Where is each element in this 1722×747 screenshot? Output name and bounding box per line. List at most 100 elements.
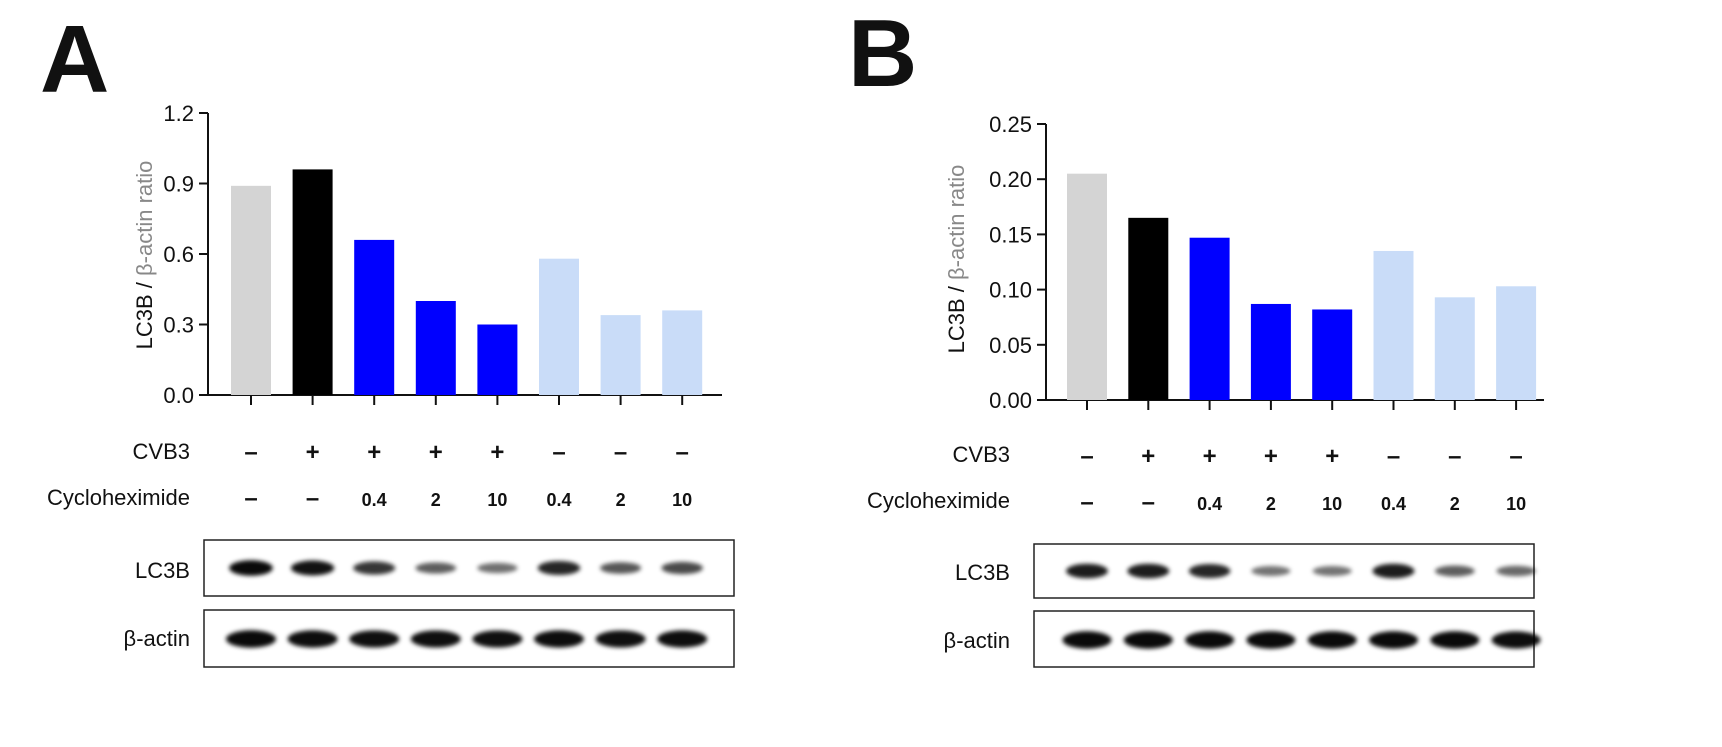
actin-band (1430, 631, 1480, 649)
bar (1067, 173, 1107, 400)
lc3b-band (415, 562, 457, 574)
bar (231, 185, 271, 395)
actin-band (595, 630, 646, 648)
cycloheximide-value: 0.4 (1197, 494, 1222, 514)
cycloheximide-row: – – 0.4 2 10 0.4 2 10 (1080, 489, 1526, 516)
y-tick-label: 0.15 (989, 222, 1032, 247)
bar (662, 310, 703, 395)
cycloheximide-value: – (1080, 489, 1093, 516)
y-tick-label: 0.10 (989, 278, 1032, 303)
cvb3-value: + (429, 439, 443, 466)
bar (539, 258, 579, 395)
actin-band (1185, 631, 1235, 649)
lc3b-band (1434, 565, 1475, 577)
cvb3-row-label: CVB3 (133, 439, 190, 464)
actin-band (410, 630, 461, 648)
bar (415, 301, 456, 395)
cycloheximide-value: 10 (1322, 494, 1342, 514)
blot-label-lc3b: LC3B (955, 560, 1010, 585)
y-tick-label: 0.3 (163, 313, 194, 338)
y-axis-label-part1: LC3B / (944, 280, 969, 353)
lc3b-band (537, 561, 581, 575)
cvb3-row-label: CVB3 (953, 442, 1010, 467)
actin-band (1246, 631, 1296, 649)
lc3b-band (1251, 566, 1291, 576)
y-tick-label: 0.6 (163, 242, 194, 267)
bar (1128, 217, 1169, 400)
y-axis-label-part1: LC3B / (132, 276, 157, 349)
panel-a: A LC3B / β-actin ratio 0.0 0.3 0.6 0.9 1.2 C… (40, 6, 735, 668)
cycloheximide-value: 2 (1266, 494, 1276, 514)
cvb3-value: – (1387, 443, 1400, 470)
cycloheximide-value: – (1142, 489, 1155, 516)
lc3b-band (1127, 563, 1170, 579)
cycloheximide-value: 0.4 (1381, 494, 1406, 514)
actin-blot-box (203, 609, 735, 668)
cycloheximide-value: 10 (672, 490, 692, 510)
bars (231, 169, 703, 395)
cvb3-value: – (676, 439, 689, 466)
bar (477, 324, 518, 395)
actin-band (349, 630, 400, 648)
cycloheximide-row: – – 0.4 2 10 0.4 2 10 (244, 485, 692, 512)
blot-label-actin: β-actin (124, 626, 190, 651)
cycloheximide-value: 2 (616, 490, 626, 510)
panel-letter: B (848, 0, 917, 107)
actin-band (534, 630, 584, 648)
bar (600, 315, 641, 395)
cycloheximide-value: 2 (431, 490, 441, 510)
lc3b-band (353, 561, 396, 575)
cvb3-value: – (1080, 443, 1093, 470)
cvb3-value: – (244, 439, 257, 466)
lc3b-band (1188, 564, 1231, 578)
lc3b-band (477, 562, 518, 574)
cvb3-value: – (614, 439, 627, 466)
cvb3-value: + (490, 439, 504, 466)
actin-bands (226, 630, 708, 648)
cvb3-value: – (552, 439, 565, 466)
bar (1250, 303, 1291, 400)
lc3b-band (229, 560, 273, 576)
cvb3-value: + (1141, 443, 1155, 470)
cycloheximide-row-label: Cycloheximide (867, 488, 1010, 513)
cycloheximide-value: 10 (1506, 494, 1526, 514)
actin-band (226, 630, 276, 648)
lc3b-band (1372, 563, 1415, 579)
y-tick-label: 0.05 (989, 333, 1032, 358)
cvb3-value: + (1325, 443, 1339, 470)
cvb3-value: – (1509, 443, 1522, 470)
cvb3-row: – + + + + – – – (1080, 443, 1522, 470)
cycloheximide-row-label: Cycloheximide (47, 485, 190, 510)
actin-band (1123, 631, 1173, 649)
actin-band (1369, 631, 1418, 649)
cvb3-value: – (1448, 443, 1461, 470)
actin-band (1062, 631, 1112, 649)
cycloheximide-value: 0.4 (362, 490, 387, 510)
lc3b-bands (1065, 563, 1536, 579)
lc3b-band (661, 561, 703, 575)
bar (292, 169, 333, 395)
cvb3-value: + (306, 439, 320, 466)
lc3b-band (290, 560, 335, 576)
lc3b-band (600, 562, 642, 574)
y-tick-label: 0.25 (989, 112, 1032, 137)
cvb3-row: – + + + + – – – (244, 439, 689, 466)
cycloheximide-value: 2 (1450, 494, 1460, 514)
lc3b-band (1496, 565, 1536, 577)
y-axis-label-part2: β-actin ratio (944, 165, 969, 280)
cycloheximide-value: 10 (487, 490, 507, 510)
cvb3-value: + (367, 439, 381, 466)
cvb3-value: + (1203, 443, 1217, 470)
actin-band (1491, 631, 1541, 649)
bars (1067, 173, 1537, 400)
y-axis-label: LC3B / β-actin ratio (944, 165, 969, 354)
y-axis-label: LC3B / β-actin ratio (132, 161, 157, 350)
y-tick-label: 0.9 (163, 172, 194, 197)
actin-band (1307, 631, 1357, 649)
bar (1312, 309, 1353, 400)
y-tick-label: 1.2 (163, 101, 194, 126)
y-tick-label: 0.0 (163, 383, 194, 408)
y-tick-label: 0.00 (989, 388, 1032, 413)
blot-label-actin: β-actin (944, 628, 1010, 653)
